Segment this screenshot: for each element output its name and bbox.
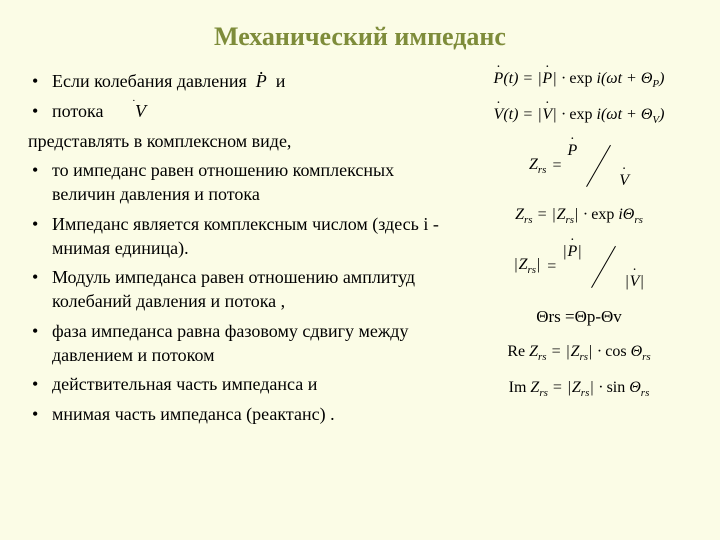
formula-z-modulus: |Zrs| = |P| |V| bbox=[513, 243, 644, 291]
formula-z-ratio: Zrs = P V bbox=[529, 142, 629, 190]
page-title: Механический импеданс bbox=[28, 22, 692, 52]
list-item: Модуль импеданса равен отношению амплиту… bbox=[28, 266, 448, 314]
right-column: P(t) = |P| · exp i(ωt + ΘP) V(t) = |V| ·… bbox=[448, 70, 692, 399]
list-item: Импеданс является комплексным числом (зд… bbox=[28, 213, 448, 261]
formula-p-of-t: P(t) = |P| · exp i(ωt + ΘP) bbox=[494, 70, 665, 90]
slide: Механический импеданс Если колебания дав… bbox=[0, 0, 720, 540]
list-item: потока V· bbox=[28, 100, 448, 124]
list-item: фаза импеданса равна фазовому сдвигу меж… bbox=[28, 320, 448, 368]
formula-block: P(t) = |P| · exp i(ωt + ΘP) V(t) = |V| ·… bbox=[466, 70, 692, 399]
list-item: действительная часть импеданса и bbox=[28, 373, 448, 397]
formula-im-z: Im Zrs = |Zrs| · sin Θrs bbox=[509, 379, 650, 399]
list-item: Если колебания давления P и bbox=[28, 70, 448, 94]
formula-v-of-t: V(t) = |V| · exp i(ωt + ΘV) bbox=[494, 106, 665, 126]
bullet-list-top: Если колебания давления P и потока V· bbox=[28, 70, 448, 124]
formula-z-polar: Zrs = |Zrs| · exp iΘrs bbox=[515, 206, 643, 226]
formula-re-z: Re Zrs = |Zrs| · cos Θrs bbox=[507, 343, 650, 363]
left-column: Если колебания давления P и потока V· пр… bbox=[28, 70, 448, 433]
bullet-list: то импеданс равен отношению комплексных … bbox=[28, 159, 448, 427]
formula-theta: Θrs =Θp-Θv bbox=[536, 307, 622, 327]
list-item: мнимая часть импеданса (реактанс) . bbox=[28, 403, 448, 427]
list-item: то импеданс равен отношению комплексных … bbox=[28, 159, 448, 207]
plain-line: представлять в комплексном виде, bbox=[28, 130, 448, 154]
columns: Если колебания давления P и потока V· пр… bbox=[28, 70, 692, 433]
